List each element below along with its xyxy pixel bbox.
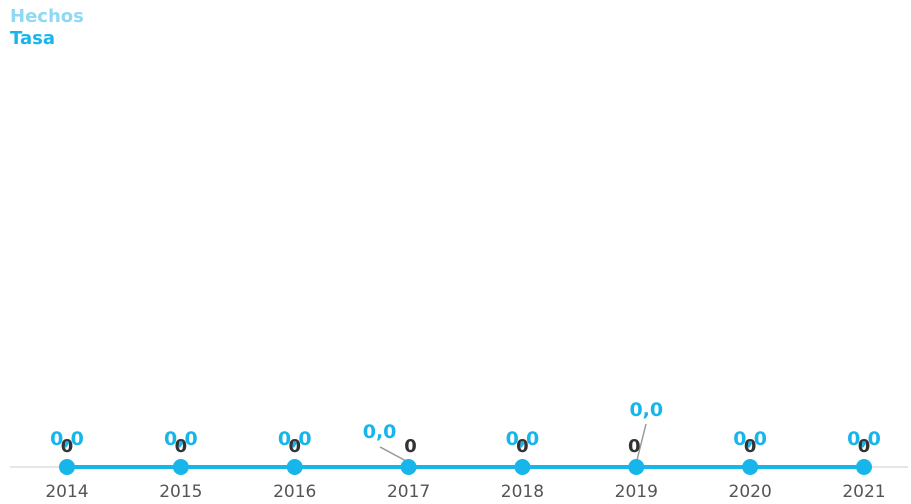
tasa-point-2018 (514, 459, 531, 475)
tasa-point-2014 (59, 459, 75, 475)
tasa-data-label-2014: 0,0 (50, 428, 84, 450)
x-tick-label-2015: 2015 (159, 482, 202, 502)
tasa-data-label-2018: 0,0 (506, 428, 540, 450)
tasa-data-label-2020: 0,0 (733, 428, 767, 450)
tasa-point-2016 (286, 459, 303, 475)
tasa-point-2017 (400, 459, 417, 475)
tasa-data-label-2021: 0,0 (847, 428, 881, 450)
x-tick-label-2018: 2018 (501, 482, 544, 502)
hechos-data-label-2015: 0 (175, 436, 188, 457)
tasa-data-label-2016: 0,0 (278, 428, 312, 450)
tasa-point-2021 (856, 459, 872, 475)
x-tick-label-2021: 2021 (842, 482, 885, 502)
hechos-data-label-2018: 0 (516, 436, 529, 457)
tasa-point-2020 (742, 459, 759, 475)
leader-line-2019 (636, 423, 647, 461)
tasa-point-2015 (172, 459, 189, 475)
leader-line-2017 (379, 446, 409, 463)
hechos-data-label-2019: 0 (628, 436, 641, 457)
hechos-data-label-2020: 0 (744, 436, 757, 457)
tasa-data-label-2019: 0,0 (629, 399, 663, 421)
tasa-point-2019 (628, 459, 645, 475)
legend-item-tasa[interactable]: Tasa (10, 28, 55, 49)
x-tick-label-2014: 2014 (45, 482, 88, 502)
hechos-data-label-2017: 0 (404, 436, 417, 457)
x-tick-label-2016: 2016 (273, 482, 316, 502)
hechos-data-label-2014: 0 (61, 436, 74, 457)
legend: Hechos Tasa (10, 6, 84, 50)
hechos-data-label-2016: 0 (288, 436, 301, 457)
tasa-data-label-2017: 0,0 (363, 421, 397, 443)
legend-item-hechos[interactable]: Hechos (10, 6, 84, 27)
hechos-data-label-2021: 0 (858, 436, 871, 457)
x-tick-label-2019: 2019 (615, 482, 658, 502)
x-tick-label-2017: 2017 (387, 482, 430, 502)
tasa-data-label-2015: 0,0 (164, 428, 198, 450)
x-tick-label-2020: 2020 (729, 482, 772, 502)
